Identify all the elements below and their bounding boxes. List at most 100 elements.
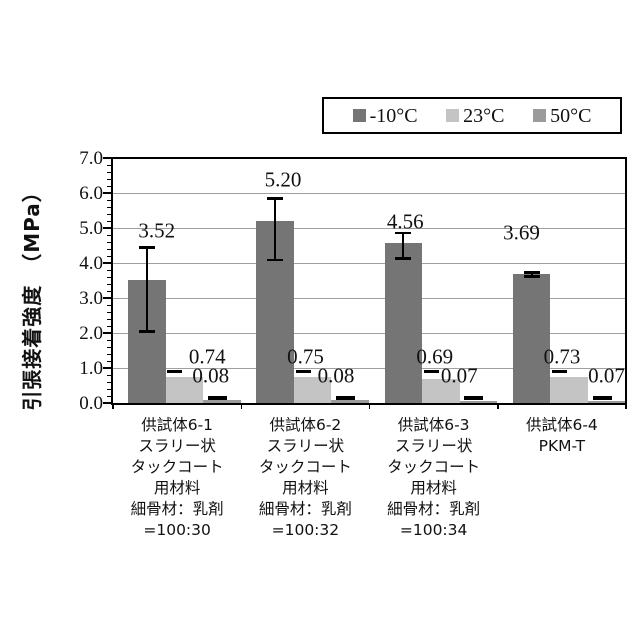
- bar-50c-group4: [587, 400, 626, 403]
- y-tick-minor: [107, 255, 111, 257]
- y-tick-minor: [107, 220, 111, 222]
- legend: -10°C 23°C 50°C: [322, 97, 622, 134]
- y-tick-minor: [107, 269, 111, 271]
- category-label-line: 用材料: [153, 479, 201, 497]
- y-tick-major: [103, 402, 111, 404]
- error-cap-23c-group3: [423, 370, 439, 373]
- y-tick-minor: [107, 199, 111, 201]
- category-label-line: タックコート: [387, 458, 481, 476]
- gridline: [113, 332, 626, 334]
- y-tick-minor: [107, 206, 111, 208]
- y-tick-minor: [107, 276, 111, 278]
- gridline: [113, 367, 626, 369]
- category-label-line: 細骨材：乳剤: [387, 500, 481, 518]
- x-tick: [240, 403, 242, 409]
- y-tick-minor: [107, 388, 111, 390]
- category-label-group4: 供試体6-4 PKM-T: [496, 415, 628, 457]
- y-tick-label: 6.0: [79, 183, 103, 204]
- y-tick-minor: [107, 178, 111, 180]
- category-label-line: 細骨材：乳剤: [258, 500, 352, 518]
- y-tick-major: [103, 297, 111, 299]
- error-bar-line-group1: [145, 247, 148, 332]
- y-tick-major: [103, 227, 111, 229]
- y-tick-label: 7.0: [79, 148, 103, 169]
- category-label-group2: 供試体6-2 スラリー状 タックコート 用材料 細骨材：乳剤 =100:32: [239, 415, 371, 541]
- y-tick-minor: [107, 353, 111, 355]
- error-bar-cap-bottom-group1: [138, 330, 155, 333]
- y-tick-major: [103, 332, 111, 334]
- legend-label: 50°C: [550, 104, 592, 127]
- value-label-50c-group3: 0.07: [440, 363, 478, 388]
- y-tick-minor: [107, 304, 111, 306]
- category-label-group3: 供試体6-3 スラリー状 タックコート 用材料 細骨材：乳剤 =100:34: [368, 415, 500, 541]
- y-tick-minor: [107, 248, 111, 250]
- value-label-minus10c-group3: 4.56: [386, 209, 424, 234]
- bar-50c-group1: [203, 400, 241, 403]
- y-tick-minor: [107, 381, 111, 383]
- y-tick-label: 1.0: [79, 358, 103, 379]
- category-label-line: 用材料: [282, 479, 329, 497]
- y-tick-minor: [107, 213, 111, 215]
- bar-23c-group1: [165, 377, 203, 403]
- category-label-line: スラリー状: [138, 437, 216, 455]
- y-tick-minor: [107, 395, 111, 397]
- legend-swatch-icon: [446, 109, 460, 122]
- error-cap-23c-group2: [295, 370, 311, 373]
- plot-frame-top: [111, 157, 627, 159]
- y-tick-minor: [107, 283, 111, 285]
- legend-item-50c: 50°C: [533, 106, 591, 126]
- error-cap-50c-group3: [464, 396, 484, 401]
- plot-frame-right: [625, 157, 627, 404]
- legend-label: 23°C: [463, 104, 505, 127]
- legend-item-23c: 23°C: [446, 104, 505, 127]
- y-tick-minor: [107, 325, 111, 327]
- error-bar-line-group4: [530, 272, 533, 277]
- value-label-23c-group4: 0.73: [543, 344, 581, 369]
- bar-23c-group3: [422, 378, 460, 403]
- y-tick-label: 2.0: [79, 323, 103, 344]
- category-label-line: スラリー状: [266, 437, 345, 455]
- value-label-50c-group4: 0.07: [588, 363, 625, 388]
- category-label-line: 用材料: [410, 479, 457, 497]
- y-tick-minor: [107, 234, 111, 236]
- error-cap-50c-group2: [336, 396, 355, 401]
- category-label-line: 供試体6-2: [269, 416, 342, 434]
- y-axis-line: [110, 157, 113, 405]
- bar-minus10c-group4: [512, 273, 551, 403]
- value-label-23c-group1: 0.74: [188, 344, 226, 369]
- y-tick-minor: [107, 374, 111, 376]
- value-label-23c-group2: 0.75: [287, 344, 324, 369]
- gridline: [113, 192, 626, 194]
- legend-swatch-icon: [533, 109, 547, 122]
- error-bar-cap-top-group3: [395, 231, 412, 235]
- category-label-line: スラリー状: [394, 437, 473, 455]
- y-tick-minor: [107, 339, 111, 341]
- y-tick-label: 0.0: [79, 393, 103, 414]
- legend-swatch-icon: [352, 109, 366, 122]
- error-cap-50c-group1: [207, 396, 227, 401]
- y-tick-minor: [107, 318, 111, 320]
- y-tick-major: [103, 367, 111, 369]
- category-label-line: タックコート: [258, 458, 352, 476]
- category-label-line: 供試体6-1: [141, 416, 214, 434]
- category-label-line: PKM-T: [538, 437, 586, 455]
- value-label-minus10c-group4: 3.69: [503, 220, 540, 245]
- x-axis-line: [110, 402, 627, 405]
- y-tick-minor: [107, 290, 111, 292]
- y-axis-title: 引張接着強度 （MPa）: [20, 181, 44, 411]
- value-label-minus10c-group2: 5.20: [264, 167, 302, 192]
- gridline: [113, 297, 626, 299]
- error-bar-cap-bottom-group3: [395, 257, 412, 260]
- y-tick-major: [103, 192, 111, 194]
- value-label-50c-group1: 0.08: [192, 363, 230, 388]
- y-tick-label: 3.0: [79, 288, 103, 309]
- y-tick-minor: [107, 360, 111, 362]
- value-label-23c-group3: 0.69: [416, 344, 454, 369]
- y-tick-minor: [107, 164, 111, 166]
- error-bar-cap-bottom-group2: [267, 258, 283, 261]
- legend-item-minus10c: -10°C: [352, 106, 418, 126]
- error-bar-cap-bottom-group4: [523, 275, 540, 278]
- y-tick-major: [103, 262, 111, 264]
- y-tick-major: [103, 157, 111, 159]
